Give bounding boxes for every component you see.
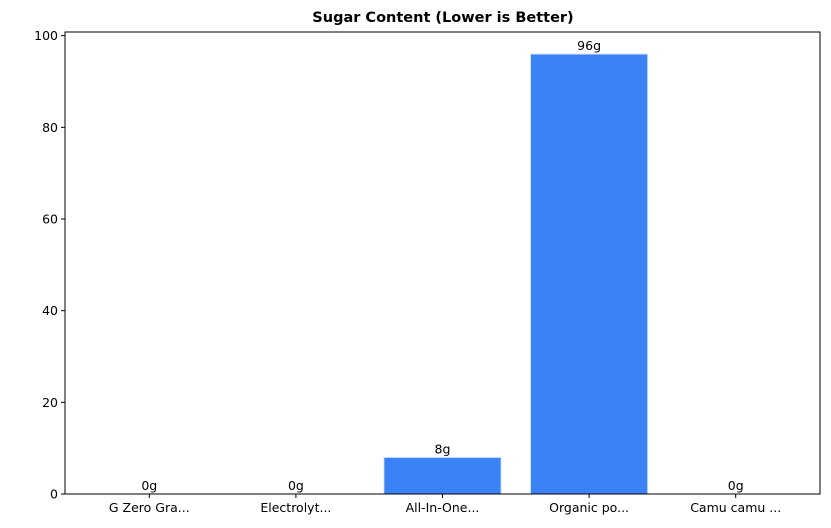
- y-tick-label: 40: [42, 303, 58, 318]
- bar: [529, 53, 649, 495]
- y-tick-label: 60: [42, 212, 58, 227]
- x-tick-label: Camu camu ...: [690, 500, 781, 515]
- bar: [383, 456, 502, 495]
- value-label: 0g: [288, 478, 304, 493]
- x-tick-label: Organic po...: [549, 500, 629, 515]
- plot-frame: [64, 31, 821, 495]
- value-label: 96g: [577, 38, 601, 53]
- value-label: 0g: [141, 478, 157, 493]
- y-tick-label: 0: [50, 487, 58, 502]
- x-tick-label: Electrolyt...: [260, 500, 331, 515]
- y-tick-label: 80: [42, 120, 58, 135]
- y-tick-label: 20: [42, 395, 58, 410]
- x-tick-label: G Zero Gra...: [109, 500, 190, 515]
- value-label: 8g: [435, 441, 451, 456]
- y-tick-label: 100: [34, 28, 58, 43]
- x-tick-label: All-In-One...: [406, 500, 480, 515]
- value-label: 0g: [728, 478, 744, 493]
- chart-title: Sugar Content (Lower is Better): [312, 10, 573, 26]
